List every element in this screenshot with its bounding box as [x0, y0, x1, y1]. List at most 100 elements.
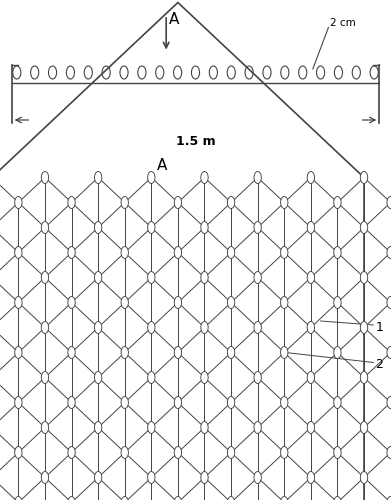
Ellipse shape — [254, 372, 261, 384]
Ellipse shape — [68, 346, 75, 358]
Ellipse shape — [15, 446, 22, 458]
Ellipse shape — [121, 446, 128, 458]
Ellipse shape — [228, 396, 235, 408]
Ellipse shape — [307, 372, 314, 384]
Ellipse shape — [281, 496, 288, 500]
Ellipse shape — [201, 172, 208, 183]
Ellipse shape — [281, 446, 288, 458]
Ellipse shape — [299, 66, 307, 79]
Ellipse shape — [95, 172, 102, 183]
Text: 2 cm: 2 cm — [330, 18, 356, 28]
Ellipse shape — [102, 66, 110, 79]
Ellipse shape — [41, 222, 48, 234]
Ellipse shape — [68, 446, 75, 458]
Ellipse shape — [95, 222, 102, 234]
Ellipse shape — [201, 472, 208, 484]
Ellipse shape — [95, 422, 102, 434]
Ellipse shape — [41, 172, 48, 183]
Ellipse shape — [361, 272, 368, 283]
Text: A: A — [169, 12, 179, 28]
Ellipse shape — [254, 222, 261, 234]
Ellipse shape — [148, 272, 155, 283]
Ellipse shape — [15, 496, 22, 500]
Ellipse shape — [361, 372, 368, 384]
Ellipse shape — [95, 472, 102, 484]
Ellipse shape — [201, 422, 208, 434]
Ellipse shape — [121, 346, 128, 358]
Text: 2: 2 — [375, 358, 383, 372]
Ellipse shape — [334, 246, 341, 258]
Ellipse shape — [228, 496, 235, 500]
Ellipse shape — [361, 222, 368, 234]
Ellipse shape — [174, 196, 181, 208]
Ellipse shape — [95, 272, 102, 283]
Ellipse shape — [281, 196, 288, 208]
Ellipse shape — [281, 396, 288, 408]
Ellipse shape — [281, 66, 289, 79]
Ellipse shape — [307, 472, 314, 484]
Ellipse shape — [334, 446, 341, 458]
Ellipse shape — [95, 322, 102, 334]
Ellipse shape — [174, 246, 181, 258]
Ellipse shape — [121, 196, 128, 208]
Ellipse shape — [307, 322, 314, 334]
Ellipse shape — [227, 66, 235, 79]
Ellipse shape — [148, 322, 155, 334]
Ellipse shape — [245, 66, 253, 79]
Ellipse shape — [307, 422, 314, 434]
Ellipse shape — [254, 172, 261, 183]
Ellipse shape — [387, 446, 391, 458]
Ellipse shape — [121, 246, 128, 258]
Ellipse shape — [121, 396, 128, 408]
Ellipse shape — [307, 272, 314, 283]
Ellipse shape — [254, 422, 261, 434]
Ellipse shape — [263, 66, 271, 79]
Ellipse shape — [370, 66, 378, 79]
Ellipse shape — [201, 322, 208, 334]
Ellipse shape — [361, 472, 368, 484]
Ellipse shape — [334, 396, 341, 408]
Text: 1: 1 — [375, 321, 383, 334]
Ellipse shape — [192, 66, 199, 79]
Ellipse shape — [201, 372, 208, 384]
Ellipse shape — [68, 396, 75, 408]
Ellipse shape — [174, 296, 181, 308]
Ellipse shape — [41, 422, 48, 434]
Ellipse shape — [361, 422, 368, 434]
Ellipse shape — [68, 296, 75, 308]
Ellipse shape — [174, 496, 181, 500]
Ellipse shape — [281, 296, 288, 308]
Ellipse shape — [15, 396, 22, 408]
Ellipse shape — [15, 246, 22, 258]
Text: 1.5 m: 1.5 m — [176, 135, 215, 148]
Ellipse shape — [228, 296, 235, 308]
Ellipse shape — [387, 396, 391, 408]
Ellipse shape — [121, 496, 128, 500]
Ellipse shape — [254, 472, 261, 484]
Ellipse shape — [387, 196, 391, 208]
Ellipse shape — [201, 272, 208, 283]
Ellipse shape — [148, 372, 155, 384]
Ellipse shape — [174, 446, 181, 458]
Ellipse shape — [148, 172, 155, 183]
Ellipse shape — [66, 66, 74, 79]
Ellipse shape — [41, 472, 48, 484]
Ellipse shape — [254, 272, 261, 283]
Ellipse shape — [334, 346, 341, 358]
Ellipse shape — [68, 496, 75, 500]
Ellipse shape — [209, 66, 217, 79]
Ellipse shape — [201, 222, 208, 234]
Ellipse shape — [15, 296, 22, 308]
Ellipse shape — [307, 172, 314, 183]
Ellipse shape — [120, 66, 128, 79]
Ellipse shape — [387, 246, 391, 258]
Ellipse shape — [41, 272, 48, 283]
Ellipse shape — [174, 396, 181, 408]
Ellipse shape — [254, 322, 261, 334]
Ellipse shape — [68, 246, 75, 258]
Ellipse shape — [148, 422, 155, 434]
Ellipse shape — [121, 296, 128, 308]
Ellipse shape — [334, 496, 341, 500]
Ellipse shape — [41, 372, 48, 384]
Ellipse shape — [228, 446, 235, 458]
